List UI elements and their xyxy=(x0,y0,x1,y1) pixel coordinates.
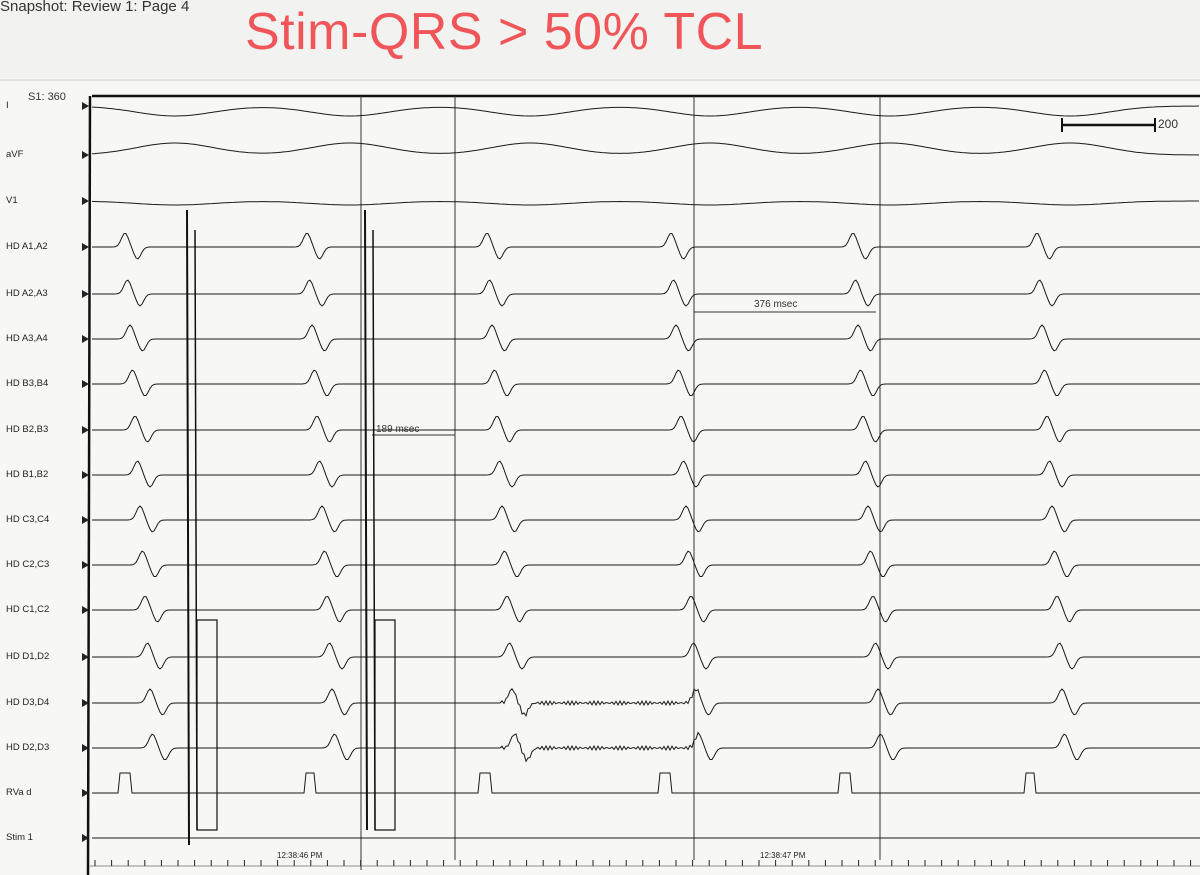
lead-label: HD A1,A2 xyxy=(6,241,48,252)
lead-label: HD B1,B2 xyxy=(6,469,49,480)
lead-trace xyxy=(91,200,1199,206)
lead-marker-icon xyxy=(82,426,89,434)
measurement-stim-qrs: 189 msec xyxy=(376,424,420,435)
lead-label: HD D1,D2 xyxy=(6,651,50,662)
lead-marker-icon xyxy=(82,834,89,842)
window-title: Snapshot: Review 1: Page 4 xyxy=(0,0,190,15)
lead-label: HD B3,B4 xyxy=(6,378,49,389)
annotation-headline: Stim-QRS > 50% TCL xyxy=(245,3,764,61)
lead-marker-icon xyxy=(82,151,89,159)
lead-label: HD C2,C3 xyxy=(6,559,50,570)
stim-artifact-box xyxy=(374,619,396,831)
lead-trace xyxy=(92,596,1200,623)
stim-artifact xyxy=(364,209,368,831)
lead-marker-icon xyxy=(82,197,89,205)
lead-marker-icon xyxy=(82,744,89,752)
lead-marker-icon xyxy=(82,516,89,524)
lead-trace xyxy=(92,279,1200,307)
s1-cycle-length-label: S1: 360 xyxy=(28,91,66,103)
lead-marker-icon xyxy=(82,471,89,479)
measurement-tcl: 376 msec xyxy=(754,299,798,310)
lead-trace xyxy=(92,369,1200,396)
paper-background xyxy=(0,78,1200,875)
lead-trace xyxy=(92,772,1200,794)
lead-marker-icon xyxy=(82,653,89,661)
lead-label: HD D3,D4 xyxy=(6,697,50,708)
lead-trace xyxy=(92,460,1200,488)
lead-label: RVa d xyxy=(6,787,32,798)
lead-marker-icon xyxy=(82,380,89,388)
lead-trace xyxy=(92,687,1200,717)
lead-label: Stim 1 xyxy=(6,832,33,843)
lead-trace xyxy=(92,642,1200,670)
lead-marker-icon xyxy=(82,290,89,298)
lead-label: V1 xyxy=(6,195,18,206)
lead-label: HD A3,A4 xyxy=(6,333,48,344)
lead-marker-icon xyxy=(82,243,89,251)
lead-marker-icon xyxy=(82,102,89,110)
lead-trace xyxy=(92,731,1200,763)
lead-trace xyxy=(92,505,1200,533)
lead-trace xyxy=(91,142,1200,156)
lead-trace xyxy=(92,550,1200,577)
lead-trace xyxy=(92,233,1200,260)
lead-label: HD C3,C4 xyxy=(6,514,50,525)
stim-artifact-box xyxy=(196,619,218,831)
lead-marker-icon xyxy=(82,789,89,797)
lead-trace xyxy=(92,324,1200,352)
lead-marker-icon xyxy=(82,606,89,614)
lead-marker-icon xyxy=(82,561,89,569)
lead-label: HD B2,B3 xyxy=(6,424,49,435)
lead-label: I xyxy=(6,100,9,111)
lead-trace xyxy=(91,105,1200,117)
lead-label: HD A2,A3 xyxy=(6,288,48,299)
lead-marker-icon xyxy=(82,699,89,707)
stim-artifact xyxy=(186,209,190,846)
lead-label: aVF xyxy=(6,149,24,160)
timestamp-2: 12:38:47 PM xyxy=(760,851,806,860)
lead-marker-icon xyxy=(82,335,89,343)
timestamp-1: 12:38:46 PM xyxy=(277,851,323,860)
time-scale-label: 200 xyxy=(1158,117,1179,131)
lead-trace xyxy=(92,416,1200,443)
lead-label: HD C1,C2 xyxy=(6,604,50,615)
lead-label: HD D2,D3 xyxy=(6,742,50,753)
